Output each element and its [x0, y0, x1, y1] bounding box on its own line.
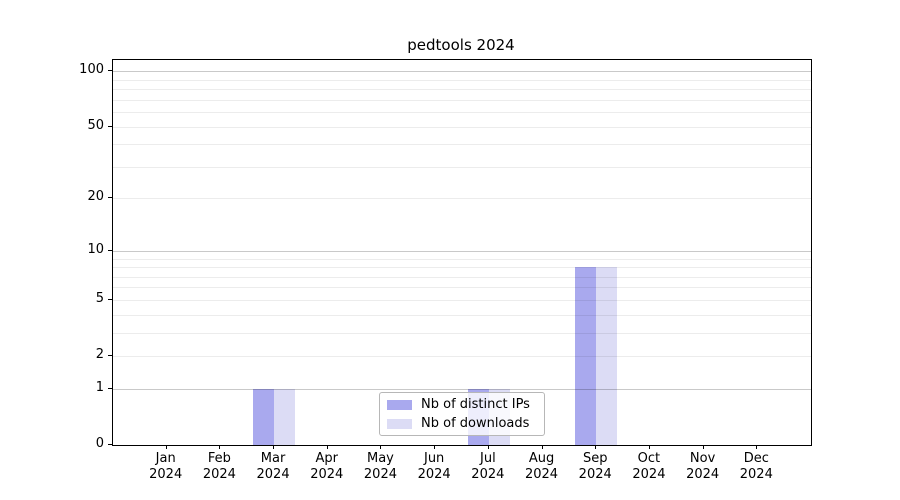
- y-tick-2: [108, 355, 112, 357]
- y-tick-5: [108, 298, 112, 300]
- y-tick-0: [108, 444, 112, 445]
- x-tick-label-month-jul: Jul: [480, 451, 496, 466]
- x-tick-label-nov: Nov 2024: [671, 451, 735, 483]
- x-tick-apr: [326, 445, 328, 449]
- legend-swatch-distinct-ips: [387, 399, 412, 410]
- x-tick-label-year-sep: 2024: [578, 467, 612, 482]
- gridline-y-10: [113, 250, 811, 252]
- y-tick-label-100: 100: [79, 62, 104, 78]
- gridline-y-90: [113, 79, 811, 81]
- x-tick-feb: [219, 445, 221, 449]
- chart-title: pedtools 2024: [407, 36, 515, 54]
- x-tick-may: [380, 445, 382, 449]
- x-tick-label-year-apr: 2024: [310, 467, 344, 482]
- gridline-y-60: [113, 112, 811, 114]
- gridline-y-80: [113, 89, 811, 91]
- x-tick-label-year-may: 2024: [363, 467, 397, 482]
- x-tick-label-may: May 2024: [348, 451, 412, 483]
- y-tick-label-20: 20: [87, 189, 104, 205]
- legend-label-distinct-ips: Nb of distinct IPs: [421, 397, 530, 412]
- x-tick-label-month-feb: Feb: [207, 451, 231, 466]
- gridline-y-7: [113, 276, 811, 278]
- x-tick-mar: [273, 445, 275, 449]
- gridline-y-20: [113, 198, 811, 200]
- plot-area: [112, 59, 812, 446]
- legend-label-downloads: Nb of downloads: [421, 416, 530, 431]
- x-tick-label-month-nov: Nov: [689, 451, 716, 466]
- x-tick-jan: [165, 445, 167, 449]
- y-tick-20: [108, 197, 112, 199]
- x-tick-oct: [648, 445, 650, 449]
- x-tick-jun: [434, 445, 436, 449]
- y-tick-label-0: 0: [95, 436, 104, 451]
- bar-distinct-ips-sep: [575, 267, 597, 445]
- gridline-y-8: [113, 267, 811, 269]
- x-tick-label-year-mar: 2024: [256, 467, 290, 482]
- gridline-y-40: [113, 144, 811, 146]
- x-tick-label-dec: Dec 2024: [724, 451, 788, 483]
- gridline-y-4: [113, 314, 811, 316]
- bar-distinct-ips-mar: [253, 388, 275, 445]
- x-tick-label-jul: Jul 2024: [456, 451, 520, 483]
- x-tick-label-feb: Feb 2024: [187, 451, 251, 483]
- x-tick-sep: [595, 445, 597, 449]
- gridline-y-1: [113, 388, 811, 390]
- legend-item-downloads: Nb of downloads: [387, 416, 537, 431]
- x-tick-label-jan: Jan 2024: [134, 451, 198, 483]
- legend: Nb of distinct IPs Nb of downloads: [379, 392, 545, 436]
- x-tick-label-aug: Aug 2024: [510, 451, 574, 483]
- x-tick-label-year-feb: 2024: [202, 467, 236, 482]
- x-tick-dec: [756, 445, 758, 449]
- y-tick-100: [108, 70, 112, 72]
- legend-item-distinct-ips: Nb of distinct IPs: [387, 397, 537, 412]
- x-tick-label-year-jul: 2024: [471, 467, 505, 482]
- x-tick-label-sep: Sep 2024: [563, 451, 627, 483]
- y-tick-1: [108, 387, 112, 389]
- gridline-y-50: [113, 126, 811, 128]
- x-tick-label-year-jun: 2024: [417, 467, 451, 482]
- y-tick-label-1: 1: [95, 379, 104, 395]
- x-tick-label-month-aug: Aug: [528, 451, 555, 466]
- y-tick-label-5: 5: [95, 290, 104, 306]
- x-tick-nov: [702, 445, 704, 449]
- x-tick-label-month-dec: Dec: [743, 451, 769, 466]
- x-tick-label-month-jan: Jan: [155, 451, 176, 466]
- x-tick-label-month-sep: Sep: [582, 451, 608, 466]
- x-tick-label-month-jun: Jun: [423, 451, 445, 466]
- y-tick-label-50: 50: [87, 117, 104, 133]
- y-tick-label-2: 2: [95, 347, 104, 363]
- y-tick-label-10: 10: [87, 241, 104, 257]
- gridline-y-6: [113, 287, 811, 289]
- bar-downloads-sep: [596, 267, 618, 445]
- gridline-y-30: [113, 166, 811, 168]
- gridline-y-5: [113, 299, 811, 301]
- x-tick-label-oct: Oct 2024: [617, 451, 681, 483]
- gridline-y-9: [113, 258, 811, 260]
- x-tick-label-year-jan: 2024: [149, 467, 183, 482]
- x-tick-label-month-mar: Mar: [260, 451, 286, 466]
- gridline-y-100: [113, 71, 811, 73]
- gridline-y-2: [113, 356, 811, 358]
- x-tick-label-year-nov: 2024: [686, 467, 720, 482]
- x-tick-label-month-oct: Oct: [637, 451, 661, 466]
- x-tick-label-apr: Apr 2024: [295, 451, 359, 483]
- x-tick-label-month-apr: Apr: [315, 451, 339, 466]
- x-tick-label-year-aug: 2024: [524, 467, 559, 482]
- x-tick-label-jun: Jun 2024: [402, 451, 466, 483]
- x-tick-jul: [487, 445, 489, 449]
- y-tick-10: [108, 249, 112, 251]
- x-tick-label-month-may: May: [367, 451, 394, 466]
- x-tick-label-mar: Mar 2024: [241, 451, 305, 483]
- gridline-y-3: [113, 332, 811, 334]
- legend-swatch-downloads: [387, 418, 412, 429]
- x-tick-aug: [541, 445, 543, 449]
- gridline-y-70: [113, 99, 811, 101]
- y-tick-50: [108, 125, 112, 127]
- bar-downloads-mar: [274, 388, 296, 445]
- x-tick-label-year-dec: 2024: [739, 467, 773, 482]
- x-tick-label-year-oct: 2024: [632, 467, 666, 482]
